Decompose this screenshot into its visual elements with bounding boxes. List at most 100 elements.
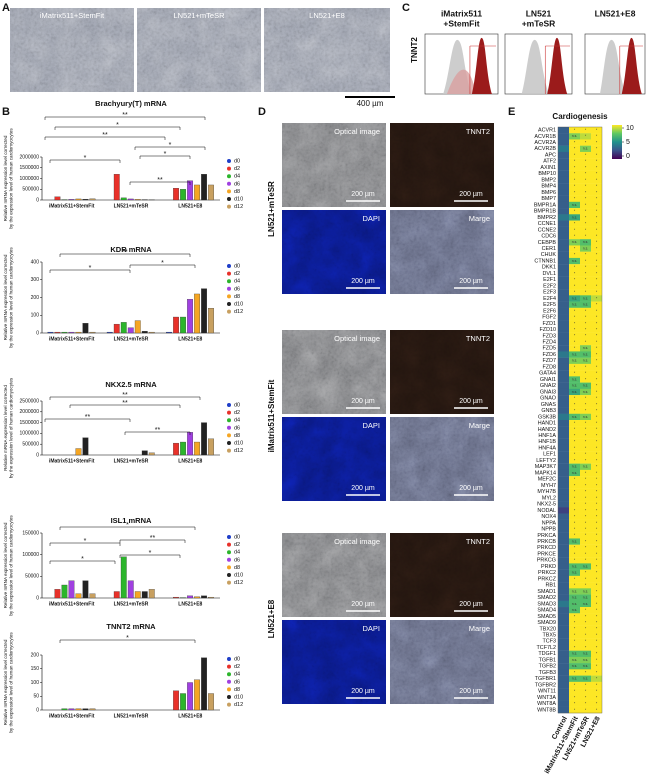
gene-label: CDC6	[541, 234, 556, 240]
cell-annotation: *	[596, 614, 598, 618]
cell-annotation: *	[574, 190, 576, 194]
bar	[82, 708, 89, 711]
heatmap-cell	[580, 507, 591, 514]
gene-label: FGF2	[542, 315, 556, 321]
significance-bracket	[129, 264, 196, 268]
heatmap-cell	[580, 706, 591, 714]
gene-label: GNAO	[540, 396, 556, 402]
chart-title: Brachyury(T) mRNA	[95, 99, 167, 108]
gene-label: E2F1	[543, 277, 556, 283]
bar	[61, 331, 68, 334]
gene-label: BMPR2	[537, 215, 556, 221]
cell-annotation: *	[574, 533, 576, 537]
heatmap-cell	[558, 607, 569, 614]
heatmap-cell	[580, 600, 591, 608]
cell-annotation: *	[596, 533, 598, 537]
heatmap-cell	[591, 451, 602, 458]
microscopy-tile-texture	[390, 330, 494, 414]
condition-label: +StemFit	[443, 18, 479, 28]
gene-label: SMAD4	[537, 608, 556, 614]
cell-annotation: *	[596, 303, 598, 307]
bar	[201, 288, 207, 334]
heatmap-cell	[558, 513, 569, 520]
cell-annotation: *	[596, 327, 598, 331]
legend-label: d6	[234, 286, 240, 292]
heatmap-cell	[591, 582, 602, 589]
chart-title: KDR mRNA	[110, 245, 152, 254]
legend-marker	[227, 580, 231, 585]
legend-label: d12	[234, 309, 243, 315]
cell-annotation: *	[585, 539, 587, 543]
heatmap-cell	[569, 681, 580, 689]
heatmap-cell	[591, 525, 602, 533]
cell-annotation: *	[585, 502, 587, 506]
legend-marker	[227, 418, 231, 423]
colorbar-tick-label: 5	[626, 139, 630, 146]
cell-annotation: *	[585, 490, 587, 494]
cell-annotation: *	[585, 608, 587, 612]
bar	[75, 331, 82, 334]
heatmap-cell	[580, 195, 591, 203]
gene-label: PRKCG	[537, 558, 556, 564]
heatmap-cell	[558, 600, 569, 608]
legend-label: d4	[234, 174, 240, 180]
cell-annotation: *	[596, 359, 598, 363]
heatmap-cell	[591, 326, 602, 333]
bar	[68, 580, 75, 599]
heatmap-cell	[580, 420, 591, 427]
heatmap-cell	[591, 357, 602, 365]
heatmap-cell	[591, 370, 602, 377]
cell-annotation: *	[574, 178, 576, 182]
bar	[201, 657, 207, 711]
bar	[148, 331, 155, 334]
shoulder-histogram	[446, 69, 477, 94]
legend-label: d8	[234, 189, 240, 195]
heatmap-cell	[558, 301, 569, 308]
heatmap-cell	[580, 363, 591, 371]
bar	[208, 438, 214, 456]
gene-label: ACVR2B	[534, 146, 556, 152]
heatmap-cell	[580, 694, 591, 701]
cell-annotation: *	[574, 446, 576, 450]
scale-bar-label: 200 µm	[351, 601, 375, 608]
heatmap-cell	[569, 289, 580, 296]
gene-label: BMP4	[541, 184, 556, 190]
heatmap-cell	[558, 332, 569, 340]
heatmap-cell	[569, 133, 580, 140]
cell-annotation: *	[574, 184, 576, 188]
gene-label: SMAD5	[537, 614, 556, 620]
gene-label: DVL1	[543, 271, 557, 277]
heatmap-cell	[580, 426, 591, 433]
heatmap-cell	[569, 588, 580, 595]
heatmap-cell	[569, 550, 580, 558]
heatmap-cell	[591, 201, 602, 209]
y-tick-label: 1000000	[20, 431, 40, 437]
heatmap-cell	[591, 507, 602, 514]
cell-annotation: *	[574, 620, 576, 624]
heatmap-cell	[591, 619, 602, 626]
gene-label: ATF2	[543, 159, 556, 165]
heatmap-cell	[569, 139, 580, 146]
cell-annotation: *	[596, 664, 598, 668]
bar	[173, 596, 179, 599]
heatmap-cell	[569, 706, 580, 714]
heatmap-cell	[569, 276, 580, 284]
heatmap-cell	[580, 488, 591, 496]
legend-marker	[227, 535, 231, 539]
heatmap-cell	[580, 544, 591, 552]
gene-label: CCNE2	[538, 227, 556, 233]
bar	[127, 580, 134, 599]
heatmap-cell	[580, 282, 591, 290]
heatmap-cell	[591, 494, 602, 502]
cell-annotation: n.s.	[572, 658, 578, 662]
heatmap-cell	[569, 438, 580, 446]
y-axis-label: Relative mRNA expression level corrected	[3, 385, 8, 471]
scale-bar-label: 200 µm	[351, 688, 375, 695]
row-label: LN521+mTeSR	[267, 181, 276, 237]
cell-annotation: *	[574, 683, 576, 687]
gene-label: BMPR1A	[534, 202, 557, 208]
heatmap-cell	[569, 625, 580, 633]
bar	[82, 437, 89, 456]
gene-label: FZD4	[543, 339, 556, 345]
